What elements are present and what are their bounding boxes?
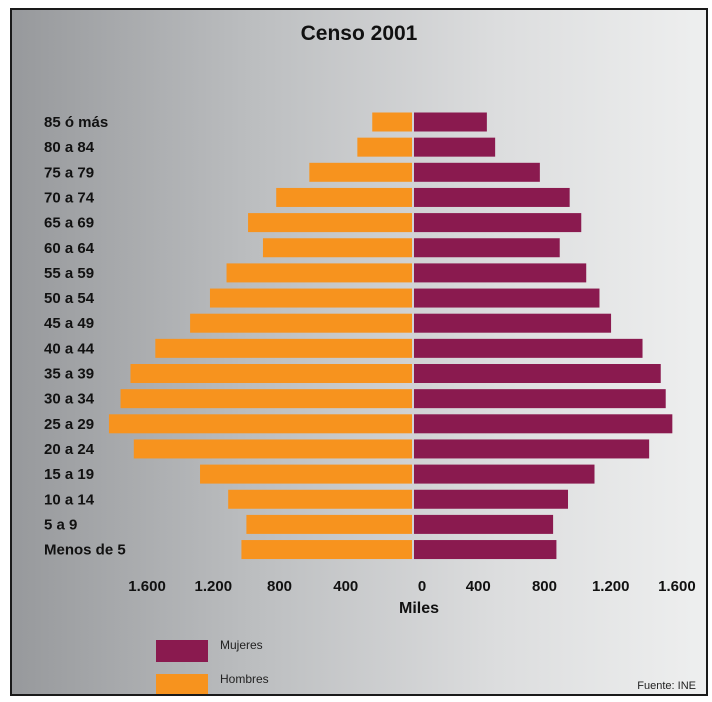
bar-hombres [262,238,412,258]
x-tick-label: 800 [532,578,557,595]
bar-hombres [155,338,412,358]
age-group-label: 30 a 34 [44,391,95,408]
bar-mujeres [414,439,650,459]
x-tick-label: 1.600 [128,578,166,595]
bar-hombres [372,112,412,132]
bar-mujeres [414,112,487,132]
x-tick-label: 800 [267,578,292,595]
age-group-label: 70 a 74 [44,189,95,206]
x-tick-label: 1.200 [195,578,233,595]
bar-mujeres [414,213,582,233]
bar-mujeres [414,389,666,409]
bar-hombres [200,464,412,484]
age-group-label: 20 a 24 [44,441,95,458]
bar-mujeres [414,364,661,383]
bar-hombres [357,137,412,157]
bar-mujeres [414,464,595,484]
x-axis-title: Miles [399,600,439,617]
age-group-label: 15 a 19 [44,466,94,483]
bar-mujeres [414,514,554,534]
age-group-label: 85 ó más [44,114,108,131]
bar-hombres [248,213,412,233]
age-group-label: 50 a 54 [44,290,95,307]
bar-hombres [241,540,412,560]
bar-hombres [276,187,412,207]
x-tick-label: 0 [418,578,426,595]
bar-hombres [108,414,413,434]
x-tick-label: 1.600 [658,578,696,595]
chart-title: Censo 2001 [300,22,418,45]
bar-mujeres [414,187,570,207]
bar-hombres [209,288,412,308]
bar-mujeres [414,338,643,358]
legend-label-hombres: Hombres [220,672,269,686]
bar-hombres [246,514,412,534]
bar-mujeres [414,288,600,308]
bar-mujeres [414,137,496,157]
bar-mujeres [414,238,560,258]
age-group-label: 25 a 29 [44,416,94,433]
x-tick-label: 400 [466,578,491,595]
age-group-label: 35 a 39 [44,366,94,383]
bar-mujeres [414,414,673,434]
source-note: Fuente: INE [637,680,696,692]
population-pyramid: 85 ó más 80 a 84 75 a 79 70 a 74 65 a 69 60 a… [44,112,696,617]
legend-swatch-hombres [156,674,208,694]
bar-mujeres [414,313,612,333]
bar-hombres [190,313,412,333]
bar-hombres [228,489,412,509]
age-group-label: 65 a 69 [44,215,94,232]
age-group-label: 45 a 49 [44,315,94,332]
x-tick-label: 400 [333,578,358,595]
x-tick-label: 1.200 [592,578,630,595]
bar-mujeres [414,162,540,182]
chart-frame: Censo 2001 85 ó más 80 a 84 75 a 79 70 a 74… [10,8,708,696]
bar-mujeres [414,263,587,283]
age-group-label: Menos de 5 [44,542,126,559]
age-group-label: 60 a 64 [44,240,95,257]
age-group-label: 5 a 9 [44,516,77,533]
age-group-label: 40 a 44 [44,340,95,357]
bar-hombres [130,364,412,383]
bar-hombres [133,439,412,459]
age-group-label: 75 a 79 [44,164,94,181]
bar-hombres [309,162,412,182]
legend-swatch-mujeres [156,640,208,662]
age-group-label: 10 a 14 [44,491,95,508]
age-group-label: 55 a 59 [44,265,94,282]
age-group-label: 80 a 84 [44,139,95,156]
bar-hombres [226,263,412,283]
legend-label-mujeres: Mujeres [220,638,263,652]
bar-hombres [120,389,412,409]
bar-mujeres [414,540,557,560]
bar-mujeres [414,489,569,509]
